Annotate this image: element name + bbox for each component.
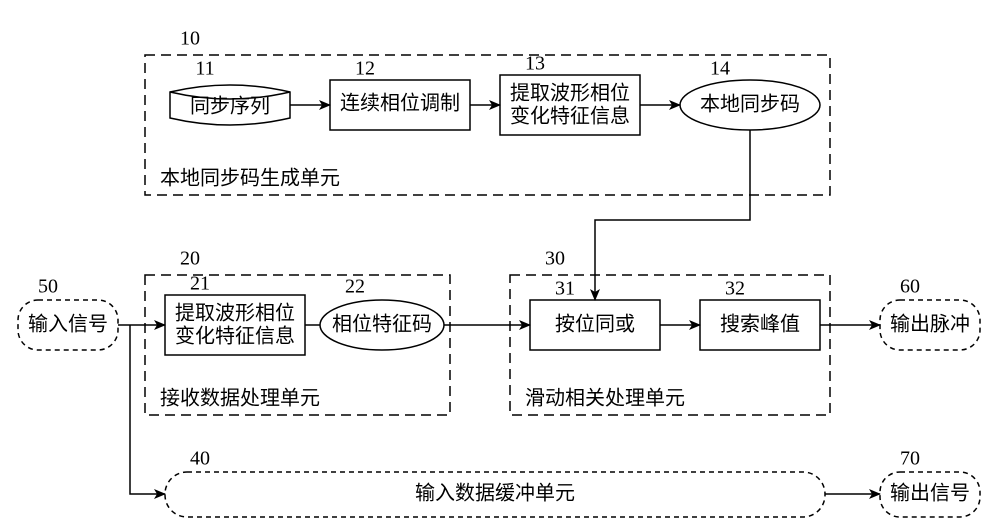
node-13: 提取波形相位 变化特征信息 13: [500, 53, 640, 135]
node-50-label: 输入信号: [28, 313, 108, 336]
node-50: 输入信号 50: [18, 276, 118, 350]
node-21-label-2: 变化特征信息: [175, 325, 295, 348]
node-22: 相位特征码 22: [320, 276, 444, 350]
group-20-label: 接收数据处理单元: [160, 387, 320, 410]
node-12-number: 12: [355, 58, 375, 80]
node-32: 搜索峰值 32: [700, 278, 820, 350]
node-60: 输出脉冲 60: [880, 276, 980, 350]
node-70: 输出信号 70: [880, 448, 980, 517]
node-70-number: 70: [900, 448, 920, 470]
node-60-number: 60: [900, 276, 920, 298]
node-40-label: 输入数据缓冲单元: [415, 482, 575, 505]
node-70-label: 输出信号: [890, 482, 970, 505]
node-60-label: 输出脉冲: [890, 313, 970, 336]
node-12: 连续相位调制 12: [330, 58, 470, 130]
node-13-label-2: 变化特征信息: [510, 105, 630, 128]
node-31-number: 31: [555, 278, 575, 300]
node-32-label: 搜索峰值: [720, 313, 800, 336]
node-21: 提取波形相位 变化特征信息 21: [165, 273, 305, 355]
group-10-number: 10: [180, 28, 200, 50]
node-11-number: 11: [195, 58, 214, 80]
node-21-label-1: 提取波形相位: [175, 302, 295, 325]
node-40-number: 40: [190, 448, 210, 470]
group-20-number: 20: [180, 248, 200, 270]
node-14-label: 本地同步码: [700, 93, 800, 116]
node-13-label-1: 提取波形相位: [510, 82, 630, 105]
node-40: 输入数据缓冲单元 40: [165, 448, 825, 517]
node-14: 本地同步码 14: [680, 58, 820, 130]
node-32-number: 32: [725, 278, 745, 300]
group-10-label: 本地同步码生成单元: [160, 167, 340, 190]
node-12-label: 连续相位调制: [340, 92, 460, 115]
node-50-number: 50: [38, 276, 58, 298]
node-22-number: 22: [345, 276, 365, 298]
group-30-number: 30: [545, 248, 565, 270]
node-21-number: 21: [190, 273, 210, 295]
node-31-label: 按位同或: [555, 313, 635, 336]
node-14-number: 14: [710, 58, 730, 80]
group-30-label: 滑动相关处理单元: [525, 387, 685, 410]
node-22-label: 相位特征码: [332, 313, 432, 336]
node-11: 同步序列 11: [170, 58, 290, 125]
node-13-number: 13: [525, 53, 545, 75]
node-11-label: 同步序列: [190, 95, 270, 118]
